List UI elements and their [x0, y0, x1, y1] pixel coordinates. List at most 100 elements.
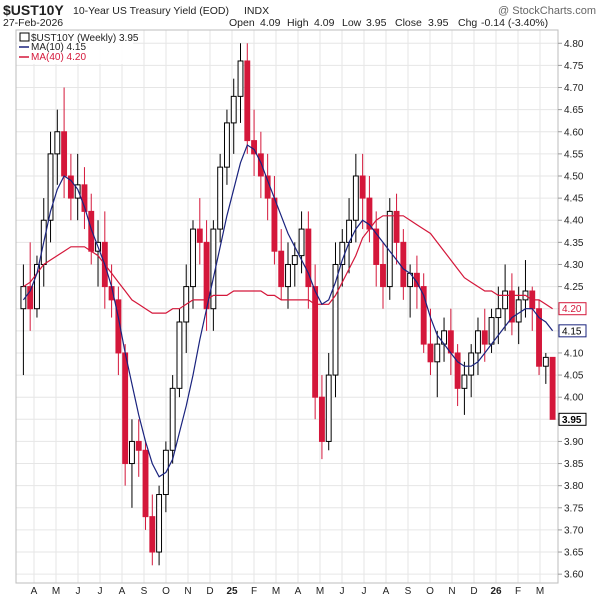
y-tick-label: 4.50 [564, 171, 584, 182]
candle-body [380, 263, 386, 288]
candle-body [237, 60, 244, 97]
candle-body [169, 387, 176, 451]
candle-body [332, 263, 339, 376]
x-tick-label: D [470, 586, 477, 597]
y-tick-label: 3.70 [564, 525, 584, 536]
x-tick-label: M [316, 586, 324, 597]
candle-body [386, 210, 393, 288]
last-value-close: 3.95 [562, 415, 582, 426]
candle-body [217, 166, 224, 230]
x-tick-label: J [76, 586, 81, 597]
candle-body [393, 210, 400, 243]
grid-lines [16, 30, 558, 583]
y-tick-label: 4.35 [564, 238, 584, 249]
x-tick-label: M [52, 586, 60, 597]
candle-body [27, 286, 34, 310]
candle-body [502, 290, 509, 310]
candle-body [129, 440, 135, 465]
chg-label: Chg [458, 17, 477, 29]
legend-price-swatch [19, 32, 30, 42]
last-value-box-ma10 [558, 324, 587, 338]
x-tick-label: S [141, 586, 148, 597]
y-tick-label: 4.80 [564, 39, 584, 50]
last-value-box-close [558, 412, 587, 426]
x-tick-label: O [426, 586, 434, 597]
y-tick-label: 4.40 [564, 216, 584, 227]
candle-body [244, 60, 251, 142]
candle-body [291, 255, 298, 265]
candle-body [420, 286, 427, 345]
candle-body [47, 153, 54, 221]
x-axis-ticks: A M J J A S O N D 25 F M A M J J A S O N D 26 F M [31, 586, 545, 597]
candle-body [135, 440, 142, 451]
x-tick-label: A [31, 586, 38, 597]
legend-background [17, 31, 133, 64]
x-tick-label: O [162, 586, 170, 597]
candle-body [74, 184, 81, 199]
y-tick-label: 3.90 [564, 437, 584, 448]
candle-body [468, 352, 475, 376]
candle-body [298, 228, 305, 257]
candle-body [312, 286, 319, 398]
x-tick-label: F [515, 586, 521, 597]
legend-price: $UST10Y (Weekly) 3.95 [31, 33, 139, 44]
x-tick-label: J [98, 586, 103, 597]
candle-body [495, 308, 502, 319]
open-value: 4.09 [260, 17, 281, 29]
x-tick-label: A [383, 586, 390, 597]
low-value: 3.95 [366, 17, 387, 29]
candle-body [318, 396, 325, 442]
y-tick-label: 4.45 [564, 194, 584, 205]
chg-value: -0.14 (-3.40%) [481, 17, 548, 29]
candle-body [88, 210, 95, 252]
x-tick-label: M [536, 586, 544, 597]
close-label: Close [395, 17, 422, 29]
y-tick-label: 4.00 [564, 393, 584, 404]
x-tick-label: N [448, 586, 455, 597]
y-tick-label: 4.30 [564, 260, 584, 271]
last-value-ma40: 4.20 [562, 304, 582, 315]
candle-body [34, 263, 40, 310]
last-value-box-ma40 [558, 302, 587, 316]
candle-body [285, 263, 291, 288]
candle-body [81, 184, 88, 212]
candle-body [230, 95, 237, 124]
plot-frame [15, 29, 559, 584]
candle-body [190, 228, 196, 288]
y-tick-label: 4.25 [564, 282, 584, 293]
candle-body [461, 374, 468, 389]
candle-body [454, 352, 461, 389]
candle-body [434, 343, 441, 363]
candle-body [488, 317, 495, 345]
x-tick-label: J [340, 586, 345, 597]
candle-body [176, 321, 183, 389]
symbol-title: $UST10Y [3, 2, 64, 18]
legend-ma40: MA(40) 4.20 [31, 52, 86, 63]
y-tick-label: 4.55 [564, 149, 584, 160]
candle-body [196, 228, 203, 243]
x-tick-label: J [362, 586, 367, 597]
candle-body [447, 330, 454, 354]
x-tick-label: N [184, 586, 191, 597]
watermark: @ StockCharts.com [498, 5, 596, 17]
ma10-line [22, 144, 554, 478]
low-label: Low [342, 17, 362, 29]
candle-body [122, 352, 129, 465]
y-tick-label: 4.60 [564, 127, 584, 138]
x-tick-label: F [251, 586, 257, 597]
y-tick-label: 3.85 [564, 459, 584, 470]
y-tick-label: 4.65 [564, 105, 584, 116]
candle-body [67, 175, 74, 199]
candle-body [475, 330, 481, 354]
candle-body [542, 356, 549, 367]
date-label: 27-Feb-2026 [3, 17, 63, 29]
ma40-line [23, 215, 553, 314]
exchange-label: INDX [244, 5, 269, 17]
open-label: Open [229, 17, 255, 29]
candle-body [515, 299, 522, 323]
candle-body [156, 494, 163, 553]
x-tick-label: 25 [226, 586, 238, 597]
legend-ma10: MA(10) 4.15 [31, 42, 86, 53]
y-tick-label: 3.75 [564, 503, 584, 514]
